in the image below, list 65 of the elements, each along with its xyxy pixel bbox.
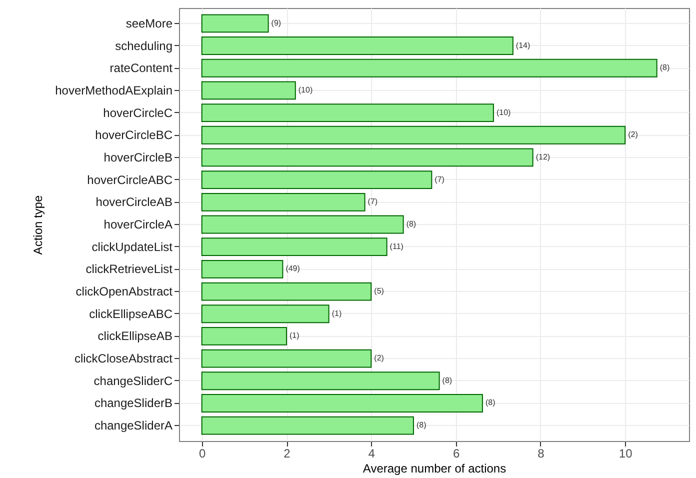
annotation: (12) xyxy=(536,152,550,162)
y-tick-label: hoverCircleABC xyxy=(87,172,173,187)
bar xyxy=(201,126,626,144)
x-tick-label: 6 xyxy=(452,446,460,460)
annotation: (2) xyxy=(628,130,638,140)
x-tick-label: 2 xyxy=(284,446,291,460)
y-tick-label: clickCloseAbstract xyxy=(74,352,174,366)
y-tick-label: hoverCircleB xyxy=(104,150,172,164)
bar xyxy=(201,14,269,33)
y-tick-label: clickEllipseAB xyxy=(98,329,172,344)
bar xyxy=(201,104,494,122)
y-tick-label: clickUpdateList xyxy=(92,240,174,254)
y-axis-title: Action type xyxy=(31,194,46,255)
bar xyxy=(201,327,287,346)
annotation: (49) xyxy=(286,264,300,274)
y-tick-label: clickEllipseABC xyxy=(89,306,173,321)
annotation: (10) xyxy=(496,108,512,117)
bar xyxy=(201,394,483,412)
x-axis-title: Average number of actions xyxy=(362,462,506,476)
annotation: (7) xyxy=(434,174,445,184)
y-tick-label: seeMore xyxy=(126,16,173,30)
y-tick-label: rateContent xyxy=(110,61,174,76)
bar xyxy=(201,170,432,190)
y-tick-label: changeSliderA xyxy=(94,418,172,433)
x-tick-label: 10 xyxy=(618,446,633,460)
bar xyxy=(201,304,330,324)
annotation: (11) xyxy=(390,242,404,251)
y-tick-label: clickOpenAbstract xyxy=(76,284,174,299)
y-tick-label: clickRetrieveList xyxy=(86,262,174,276)
y-tick-label: hoverMethodAExplain xyxy=(55,83,172,98)
bar xyxy=(201,58,658,78)
x-tick-label: 0 xyxy=(199,446,206,460)
bar xyxy=(201,215,404,234)
bar xyxy=(201,238,388,256)
annotation: (14) xyxy=(516,40,530,50)
y-tick-label: hoverCircleBC xyxy=(95,128,173,142)
y-tick-label: changeSliderC xyxy=(94,374,173,388)
bar xyxy=(201,148,534,167)
y-tick-label: scheduling xyxy=(115,38,172,53)
bar xyxy=(201,416,414,435)
x-tick-label: 8 xyxy=(538,446,545,460)
annotation: (5) xyxy=(374,286,384,296)
annotation: (8) xyxy=(406,220,416,228)
bar xyxy=(201,260,284,278)
annotation: (2) xyxy=(374,354,384,363)
annotation: (9) xyxy=(271,18,282,28)
annotation: (1) xyxy=(332,308,342,318)
bar xyxy=(201,192,366,212)
annotation: (1) xyxy=(290,331,300,340)
y-tick-label: hoverCircleAB xyxy=(96,195,172,210)
annotation: (10) xyxy=(298,85,313,94)
y-tick-label: hoverCircleC xyxy=(103,106,173,120)
y-tick-label: hoverCircleA xyxy=(104,218,172,232)
bar xyxy=(201,372,440,390)
bar xyxy=(201,349,372,368)
annotation: (8) xyxy=(416,420,427,430)
annotation: (7) xyxy=(368,197,378,206)
annotation: (8) xyxy=(660,63,670,72)
bar xyxy=(201,81,296,100)
y-tick-label: changeSliderB xyxy=(94,396,172,410)
bar xyxy=(201,282,372,301)
x-tick-label: 4 xyxy=(368,446,376,460)
bar xyxy=(201,36,514,55)
annotation: (8) xyxy=(442,376,452,385)
annotation: (8) xyxy=(485,398,496,408)
